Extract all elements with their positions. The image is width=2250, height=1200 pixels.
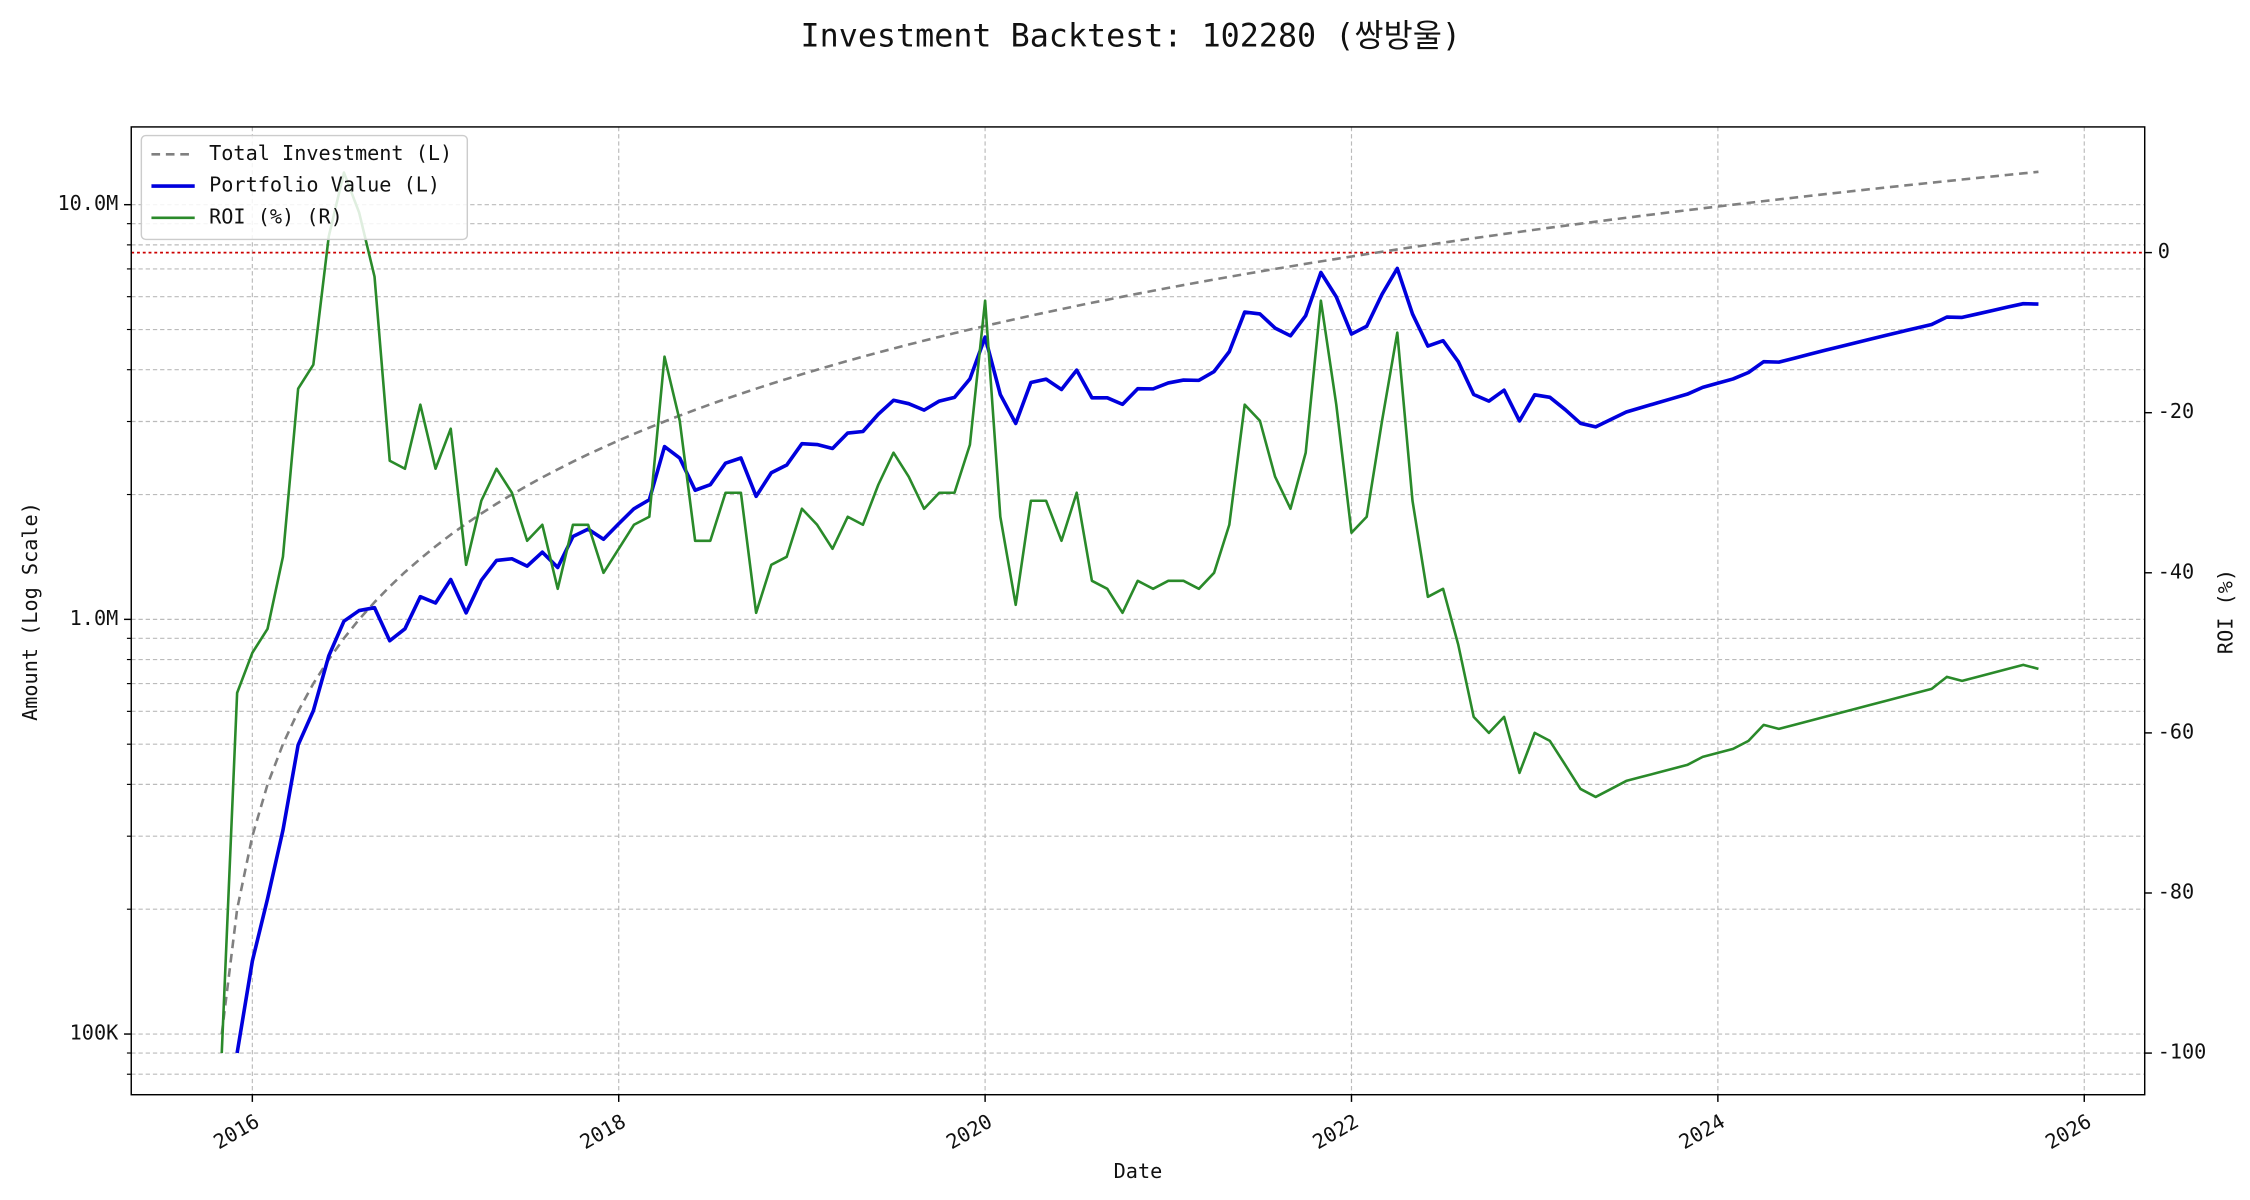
y-tick-label: 100K	[70, 1021, 119, 1045]
y2-tick-label: 0	[2158, 239, 2170, 263]
plot-frame	[130, 126, 2146, 1096]
series-line	[220, 171, 2039, 1054]
legend: Total Investment (L) Portfolio Value (L) R…	[140, 134, 469, 241]
y2-axis-label: ROI (%)	[2213, 569, 2237, 654]
x-axis-label: Date	[1114, 1159, 1163, 1183]
series-line	[235, 266, 2039, 1054]
y2-tick-label: -20	[2158, 399, 2194, 423]
y2-tick-label: -60	[2158, 719, 2194, 743]
y2-tick-label: -40	[2158, 559, 2194, 583]
chart-title: Investment Backtest: 102280 (쌍방울)	[801, 19, 1461, 55]
y2-tick-label: -100	[2158, 1040, 2207, 1064]
legend-label: Portfolio Value (L)	[209, 173, 440, 197]
y-axis-label: Amount (Log Scale)	[18, 502, 42, 721]
series-line	[220, 170, 2039, 1035]
y-tick-label: 10.0M	[57, 191, 118, 215]
legend-box	[140, 134, 469, 241]
y-tick-label: 1.0M	[70, 606, 119, 630]
y2-tick-label: -80	[2158, 879, 2194, 903]
legend-label: ROI (%) (R)	[209, 204, 343, 228]
plot-area	[220, 170, 2039, 1054]
legend-label: Total Investment (L)	[209, 141, 452, 165]
